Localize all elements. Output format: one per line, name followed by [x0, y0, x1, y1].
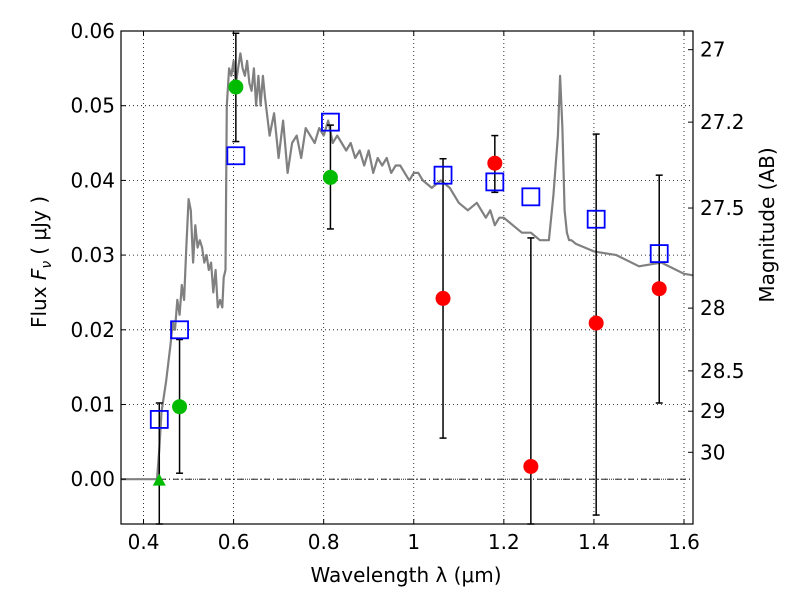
x-tick-label: 0.4	[128, 530, 160, 554]
x-tick-label: 1.2	[488, 530, 520, 554]
y-tick-label: 0.02	[70, 318, 115, 342]
model-flux-square	[521, 187, 541, 207]
right-tick-label: 30	[700, 440, 725, 464]
x-tick-label: 1.6	[668, 530, 700, 554]
right-axis-ticks: 27 27.2 27.5 28 28.5 29 30	[688, 38, 745, 464]
y-tick-label: 0.01	[70, 392, 115, 416]
model-spectrum	[121, 52, 694, 481]
grid-lines	[121, 30, 693, 524]
x-tick-label: 0.8	[308, 530, 340, 554]
upper-limit-triangle	[152, 473, 166, 486]
right-tick-label: 27.5	[700, 196, 745, 220]
right-axis-label: Magnitude (AB)	[755, 147, 779, 302]
y-axis-ticks: 0.00 0.01 0.02 0.03 0.04 0.05 0.06	[70, 19, 126, 491]
model-spectrum-line	[121, 52, 694, 481]
model-flux-square	[226, 146, 246, 166]
observed-flux-point	[172, 399, 188, 415]
model-flux-square	[149, 410, 169, 429]
model-flux-square	[485, 172, 505, 192]
error-bars	[155, 32, 663, 525]
observed-flux-point	[322, 169, 338, 185]
markers	[149, 79, 669, 486]
model-flux-square	[321, 112, 340, 132]
observed-flux-point	[523, 458, 539, 474]
x-axis-ticks: 0.4 0.6 0.8 1 1.2 1.4 1.6	[128, 31, 700, 554]
x-tick-label: 0.6	[218, 530, 250, 554]
observed-flux-point	[228, 79, 244, 95]
model-flux-square	[586, 209, 606, 229]
plot-frame	[120, 30, 694, 525]
right-tick-label: 27	[700, 38, 725, 62]
right-tick-label: 29	[700, 399, 725, 423]
x-tick-label: 1.4	[578, 530, 610, 554]
y-tick-label: 0.06	[70, 19, 115, 43]
y-axis-label: Flux Fν( μJy )	[27, 196, 55, 328]
y-tick-label: 0.04	[70, 168, 115, 192]
model-flux-square	[649, 244, 669, 263]
x-tick-label: 1	[407, 530, 420, 554]
observed-flux-point	[651, 281, 667, 297]
model-flux-square	[170, 320, 189, 340]
right-tick-label: 28	[700, 296, 725, 320]
observed-flux-point	[487, 155, 503, 171]
y-tick-label: 0.03	[70, 243, 115, 267]
observed-flux-point	[588, 315, 604, 331]
right-tick-label: 28.5	[700, 359, 745, 383]
right-tick-label: 27.2	[700, 110, 745, 134]
observed-flux-point	[435, 290, 451, 306]
y-tick-label: 0.00	[70, 467, 115, 491]
y-tick-label: 0.05	[70, 94, 115, 118]
model-flux-square	[433, 165, 453, 185]
x-axis-label: Wavelength λ (μm)	[310, 563, 501, 587]
